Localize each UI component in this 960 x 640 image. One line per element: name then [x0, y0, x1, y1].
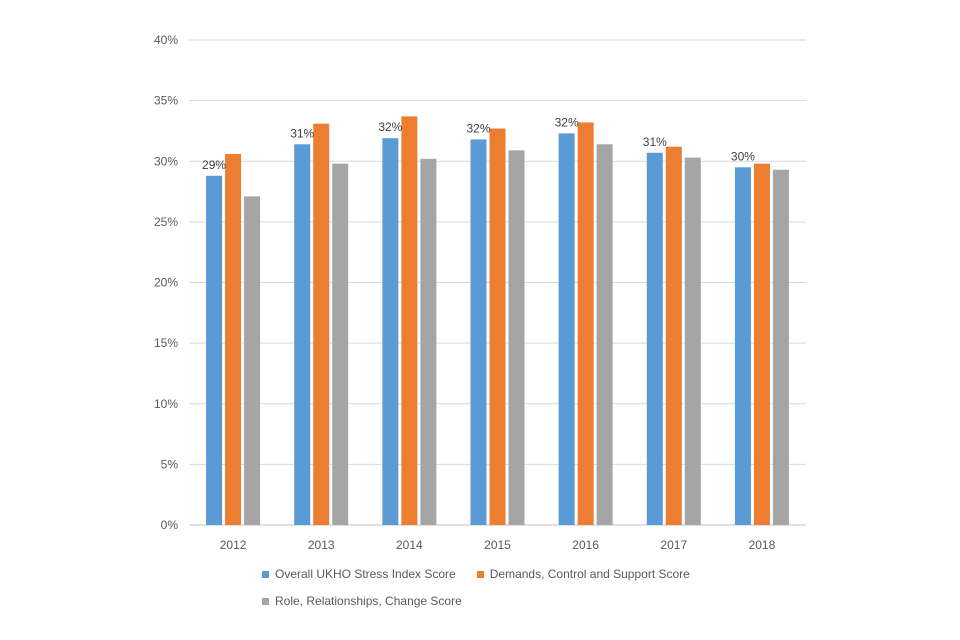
y-tick-label: 30% [154, 154, 178, 168]
y-tick-label: 5% [161, 457, 179, 471]
x-tick-label-2016: 2016 [572, 538, 599, 552]
bar-role-relationships-change-score-2017 [684, 157, 701, 526]
legend-item-demands: Demands, Control and Support Score [476, 566, 690, 582]
bar-role-relationships-change-score-2014 [420, 158, 437, 525]
legend: Overall UKHO Stress Index Score Demands,… [262, 566, 782, 620]
y-tick-label: 25% [154, 215, 178, 229]
legend-swatch-overall [262, 570, 269, 578]
bar-overall-ukho-stress-index-score-2018 [734, 167, 751, 525]
x-axis-tick-labels: 2012 2013 2014 2015 2016 2017 2018 [220, 538, 776, 552]
legend-label-demands: Demands, Control and Support Score [489, 567, 690, 581]
data-label-2015: 32% [466, 121, 490, 135]
y-tick-label: 10% [154, 397, 178, 411]
data-label-2012: 29% [202, 158, 226, 172]
bar-overall-ukho-stress-index-score-2016 [558, 133, 575, 526]
bar-demands-control-and-support-score-2014 [401, 116, 418, 525]
bar-demands-control-and-support-score-2012 [225, 153, 242, 525]
y-tick-label: 20% [154, 276, 178, 290]
y-tick-label: 40% [154, 33, 178, 47]
x-tick-label-2014: 2014 [396, 538, 423, 552]
bar-demands-control-and-support-score-2017 [665, 146, 682, 525]
x-tick-label-2017: 2017 [660, 538, 687, 552]
bar-role-relationships-change-score-2016 [596, 144, 613, 525]
bar-role-relationships-change-score-2015 [508, 150, 525, 525]
legend-label-overall: Overall UKHO Stress Index Score [275, 567, 456, 581]
bar-overall-ukho-stress-index-score-2014 [382, 138, 399, 525]
data-labels: 29% 31% 32% 32% 32% 31% 30% [202, 115, 755, 171]
x-tick-label-2015: 2015 [484, 538, 511, 552]
legend-item-overall: Overall UKHO Stress Index Score [262, 566, 456, 582]
bar-overall-ukho-stress-index-score-2015 [470, 139, 487, 526]
bar-overall-ukho-stress-index-score-2017 [646, 152, 663, 525]
bars [206, 116, 789, 526]
x-tick-label-2018: 2018 [749, 538, 776, 552]
legend-swatch-role [262, 597, 269, 605]
legend-swatch-demands [476, 570, 484, 578]
bar-role-relationships-change-score-2012 [244, 196, 261, 525]
y-tick-label: 15% [154, 336, 178, 350]
bar-demands-control-and-support-score-2016 [577, 122, 594, 525]
bar-overall-ukho-stress-index-score-2013 [294, 144, 311, 525]
bar-overall-ukho-stress-index-score-2012 [206, 175, 223, 526]
y-tick-label: 0% [161, 518, 179, 532]
x-tick-label-2012: 2012 [220, 538, 247, 552]
data-label-2014: 32% [378, 120, 402, 134]
bar-role-relationships-change-score-2018 [772, 169, 789, 526]
data-label-2016: 32% [555, 115, 579, 129]
data-label-2013: 31% [290, 126, 314, 140]
legend-item-role: Role, Relationships, Change Score [262, 593, 462, 609]
y-axis-tick-labels: 0% 5% 10% 15% 20% 25% 30% 35% 40% [154, 33, 178, 532]
bar-demands-control-and-support-score-2018 [753, 163, 770, 526]
data-label-2018: 30% [731, 149, 755, 163]
legend-label-role: Role, Relationships, Change Score [275, 594, 462, 608]
x-tick-label-2013: 2013 [308, 538, 335, 552]
data-label-2017: 31% [643, 135, 667, 149]
bar-role-relationships-change-score-2013 [332, 163, 349, 526]
y-tick-label: 35% [154, 94, 178, 108]
bar-demands-control-and-support-score-2015 [489, 128, 506, 525]
bar-demands-control-and-support-score-2013 [313, 123, 330, 525]
